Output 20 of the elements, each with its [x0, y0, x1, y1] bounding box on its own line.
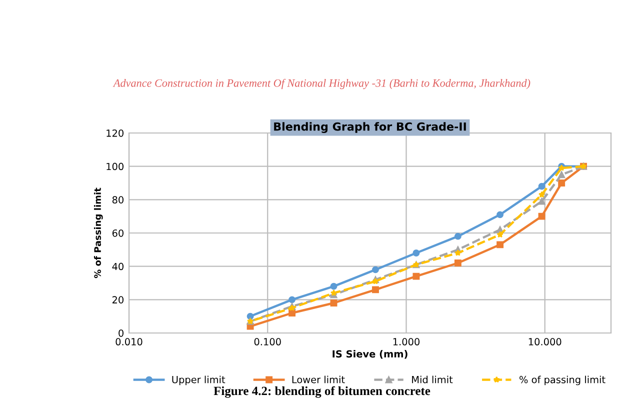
y-tick-label: 80 — [112, 196, 124, 204]
x-tick-label: 1.000 — [393, 338, 420, 346]
y-tick-label: 0 — [118, 329, 124, 337]
y-tick-label: 100 — [106, 162, 124, 170]
legend-label: Upper limit — [172, 376, 226, 386]
y-tick-label: 60 — [112, 229, 124, 237]
chart-title: Blending Graph for BC Grade-II — [274, 122, 466, 133]
text: Advance Construction in Pavement Of National Highway -31 (Barhi to Koderma, Jharkhand) — [112, 78, 530, 90]
y-tick-label: 20 — [112, 296, 124, 304]
legend-label: % of passing limit — [520, 376, 606, 386]
legend-label: Mid limit — [412, 376, 453, 384]
x-tick-label: 0.100 — [254, 338, 281, 346]
y-tick-label: 120 — [106, 129, 124, 137]
y-tick-label: 40 — [112, 262, 124, 270]
x-tick-label: 0.010 — [116, 338, 142, 346]
legend-label: Lower limit — [292, 376, 345, 384]
y-axis-title: % of Passing limit — [94, 188, 103, 278]
x-tick-label: 10.000 — [528, 338, 562, 346]
caption: Figure 4.2: blending of bitumen concrete — [214, 386, 430, 398]
x-axis-title: IS Sieve (mm) — [332, 350, 408, 359]
